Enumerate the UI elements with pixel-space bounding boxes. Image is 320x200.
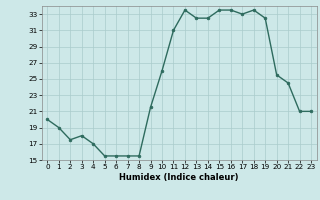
X-axis label: Humidex (Indice chaleur): Humidex (Indice chaleur) — [119, 173, 239, 182]
